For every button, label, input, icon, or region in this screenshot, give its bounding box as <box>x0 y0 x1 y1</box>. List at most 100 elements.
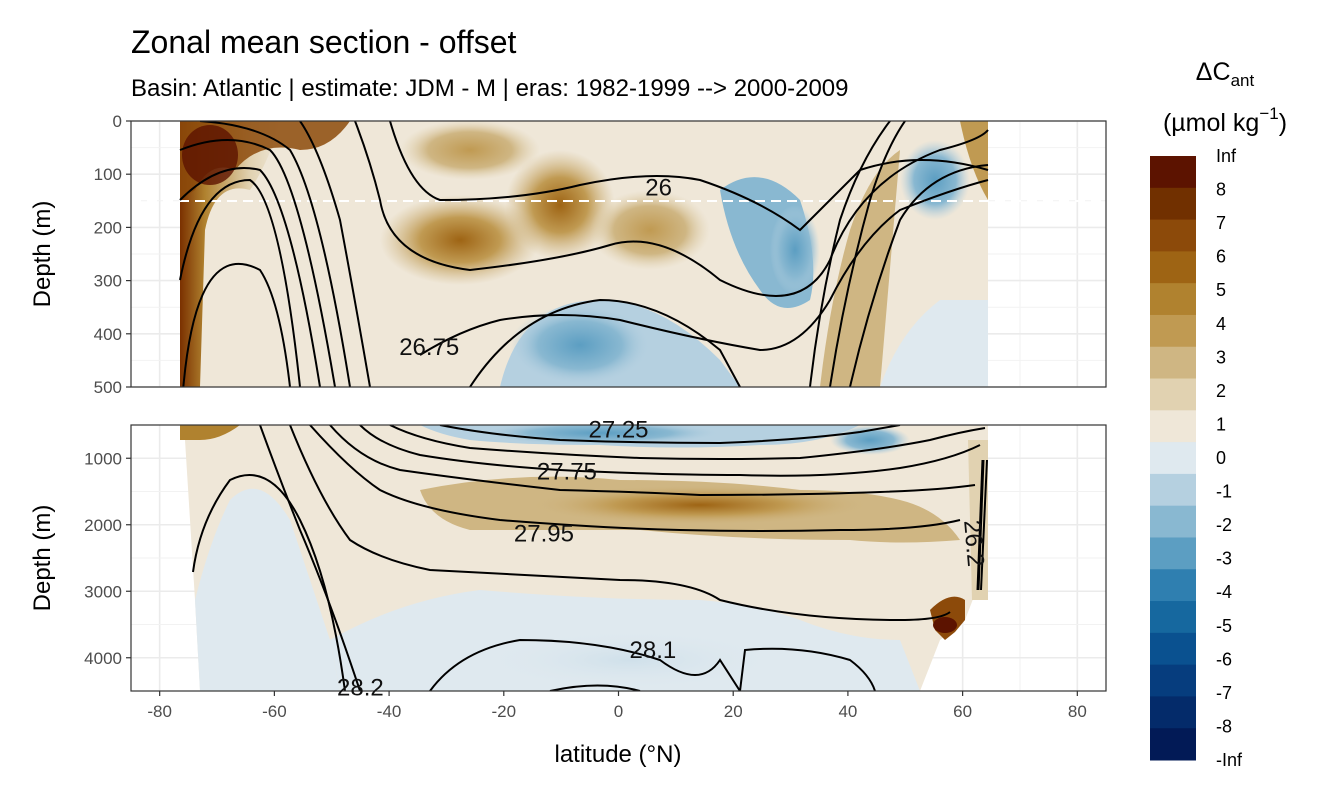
legend-break-label: 6 <box>1216 247 1226 267</box>
lower-contour-8 <box>439 425 901 445</box>
legend-break-label: 1 <box>1216 414 1226 434</box>
upper-contour-11 <box>809 121 891 387</box>
y-tick-label: 100 <box>94 165 122 184</box>
legend-swatch <box>1150 378 1196 411</box>
legend-break-label: -4 <box>1216 582 1232 602</box>
x-tick-label: 0 <box>614 702 623 721</box>
contour-label: 27.25 <box>588 417 648 444</box>
legend-labels: Inf 8 7 6 5 4 3 2 1 0 -1 -2 -3 -4 -5 -6 -7 -8 -Inf <box>1216 146 1243 770</box>
upper-south-warm <box>180 121 280 387</box>
contour-label: 28.2 <box>337 675 384 702</box>
contour-label: 26.2 <box>958 519 989 568</box>
x-tick-label: -60 <box>262 702 287 721</box>
lower-contour-10 <box>739 647 876 691</box>
x-tick-label: 40 <box>838 702 857 721</box>
legend-swatch <box>1150 283 1196 316</box>
lower-contour-5 <box>329 425 976 497</box>
legend-break-label: -7 <box>1216 683 1232 703</box>
legend-unit: (µmol kg−1) <box>1163 104 1287 137</box>
legend-break-label: -1 <box>1216 482 1232 502</box>
legend-swatch <box>1150 346 1196 380</box>
legend-break-label: 0 <box>1216 448 1226 468</box>
legend-break-label: 4 <box>1216 314 1226 334</box>
x-tick-label: -40 <box>377 702 402 721</box>
legend-swatch <box>1150 537 1196 570</box>
x-tick-label: 20 <box>724 702 743 721</box>
x-tick-label: -80 <box>147 702 172 721</box>
lower-contour-4 <box>309 425 961 532</box>
contour-label: 27.75 <box>537 459 597 486</box>
lower-contour-13 <box>980 459 988 591</box>
lower-deep-pale-core <box>480 630 780 690</box>
x-ticks: -80 -60 -40 -20 0 20 40 60 80 <box>147 691 1087 721</box>
lower-y-ticks: 1000 2000 3000 4000 <box>84 449 131 668</box>
y-tick-label: 300 <box>94 272 122 291</box>
upper-tan-northedge <box>960 121 988 200</box>
upper-blue-right-core <box>770 205 820 295</box>
upper-y-ticks: 0 100 200 300 400 500 <box>94 112 131 397</box>
legend-swatch <box>1150 632 1196 666</box>
lower-field <box>180 425 988 691</box>
legend-swatch <box>1150 601 1196 634</box>
upper-tan-blob-1 <box>380 195 540 285</box>
upper-tan-blob-2 <box>505 150 615 260</box>
upper-panel-border <box>130 120 1107 388</box>
legend-swatch <box>1150 696 1196 729</box>
legend-swatch <box>1150 505 1196 538</box>
upper-contour-2 <box>179 178 301 387</box>
legend-break-label: -3 <box>1216 549 1232 569</box>
upper-panel <box>130 120 1107 388</box>
legend-swatch <box>1150 187 1196 221</box>
lower-south-warm <box>180 425 240 440</box>
y-axis-title-lower: Depth (m) <box>29 505 56 612</box>
contour-label: 27.95 <box>514 520 574 547</box>
lower-contours <box>192 425 988 691</box>
lower-contour-6 <box>359 425 981 477</box>
legend-break-label: -Inf <box>1216 750 1243 770</box>
y-axis-title-upper: Depth (m) <box>29 201 56 308</box>
legend-break-label: -2 <box>1216 515 1232 535</box>
lower-blue-core <box>480 425 720 445</box>
upper-contour-5 <box>199 121 351 387</box>
legend-colorbar <box>1150 156 1196 761</box>
y-tick-label: 0 <box>113 112 122 131</box>
lower-south-pale <box>195 488 340 691</box>
legend-break-label: -8 <box>1216 716 1232 736</box>
lower-contour-7 <box>389 425 986 460</box>
upper-blue-core <box>510 305 650 385</box>
upper-contour-4 <box>179 139 336 387</box>
legend-break-label: 2 <box>1216 381 1226 401</box>
lower-contour-12 <box>976 459 985 591</box>
legend-break-label: 5 <box>1216 280 1226 300</box>
contour-label: 26.75 <box>399 334 459 361</box>
legend-swatch <box>1150 473 1196 507</box>
legend-swatch <box>1150 219 1196 252</box>
upper-pale-north <box>880 300 988 387</box>
y-tick-label: 500 <box>94 378 122 397</box>
upper-contour-7 <box>354 121 989 297</box>
legend-break-label: 8 <box>1216 180 1226 200</box>
contour-label: 26 <box>645 175 672 202</box>
upper-contour-1 <box>182 262 291 387</box>
legend-swatch <box>1150 156 1196 189</box>
x-tick-label: 60 <box>953 702 972 721</box>
legend-swatch <box>1150 314 1196 348</box>
upper-tan-blob-4 <box>400 121 540 180</box>
x-tick-label: -20 <box>492 702 517 721</box>
legend-swatch <box>1150 251 1196 284</box>
y-tick-label: 400 <box>94 325 122 344</box>
chart-title: Zonal mean section - offset <box>131 24 517 60</box>
upper-contour-12 <box>829 121 906 387</box>
lower-contour-11 <box>549 684 641 691</box>
chart-subtitle: Basin: Atlantic | estimate: JDM - M | er… <box>131 75 849 102</box>
upper-tan-blob-3 <box>590 190 710 270</box>
upper-contour-9 <box>419 179 989 356</box>
lower-contour-9 <box>429 638 741 691</box>
legend-break-label: -5 <box>1216 616 1232 636</box>
upper-field <box>131 121 1106 387</box>
upper-contour-3 <box>179 167 321 387</box>
y-tick-label: 2000 <box>84 516 122 535</box>
x-axis-title: latitude (°N) <box>555 741 682 768</box>
legend-swatch <box>1150 442 1196 475</box>
